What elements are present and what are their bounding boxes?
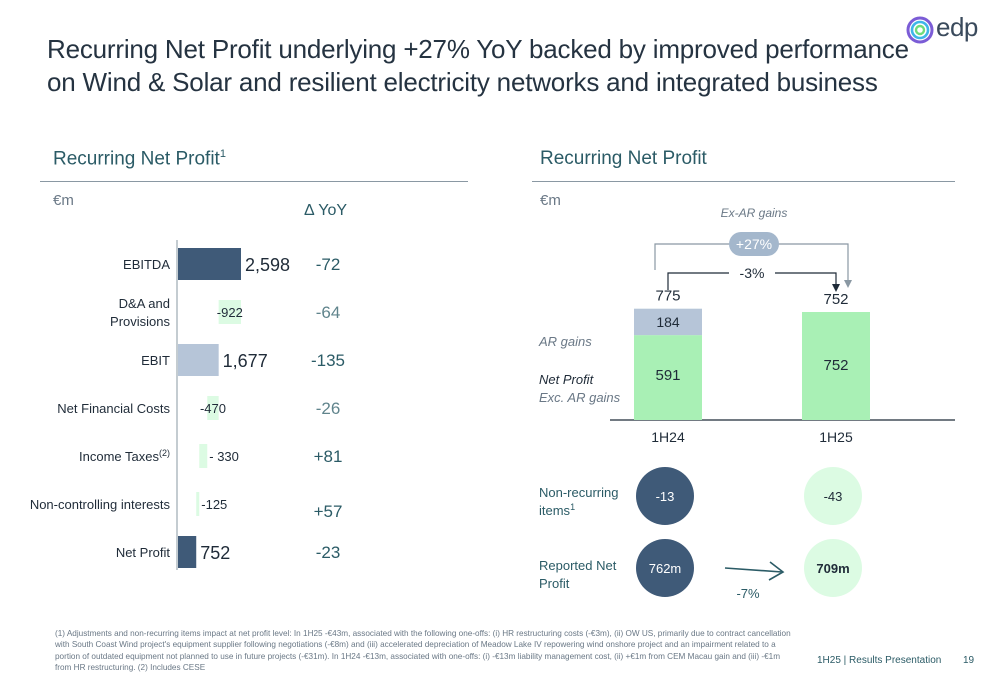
- nonrec-label-line-2: items1: [539, 502, 575, 518]
- growth-badge: +27%: [736, 236, 772, 252]
- waterfall-category-label: Income Taxes(2): [79, 448, 170, 464]
- waterfall-category-label: EBIT: [141, 353, 170, 368]
- reported-arrow: [724, 561, 785, 581]
- yoy-value: -26: [316, 399, 341, 418]
- reported-value: 762m: [649, 561, 682, 576]
- left-panel-title-sup: 1: [219, 148, 226, 160]
- non-recurring-circle: [636, 467, 694, 525]
- waterfall-value-label: -922: [217, 305, 243, 320]
- legend-net-profit-line-2: Exc. AR gains: [539, 390, 621, 405]
- waterfall-category-label: Net Profit: [116, 545, 171, 560]
- waterfall-chart: EBITDA 2,598 -72 D&A and Provisions -922 -64 EB…: [30, 240, 345, 570]
- stacked-bar-total: 752: [823, 291, 848, 308]
- change-label: -3%: [740, 265, 765, 281]
- left-panel-title: Recurring Net Profit1: [53, 148, 226, 170]
- reported-label-line-1: Reported Net: [539, 558, 617, 573]
- stacked-bar-net-profit: [802, 312, 870, 420]
- waterfall-bar: [178, 536, 197, 568]
- left-panel-unit: €m: [53, 192, 74, 209]
- stacked-bar-total: 775: [655, 288, 680, 305]
- legend-net-profit-line-1: Net Profit: [539, 372, 595, 387]
- page-title: Recurring Net Profit underlying +27% YoY…: [47, 33, 947, 99]
- waterfall-value-label: 752: [200, 543, 230, 563]
- yoy-value: +57: [314, 502, 343, 521]
- left-panel-rule: [40, 181, 468, 182]
- waterfall-category-label: D&A and: [119, 296, 170, 311]
- waterfall-bar: [178, 248, 241, 280]
- yoy-value: +81: [314, 447, 343, 466]
- left-panel-title-text: Recurring Net Profit: [53, 148, 220, 170]
- stacked-category-label: 1H25: [819, 429, 853, 445]
- reported-change: -7%: [736, 586, 760, 601]
- waterfall-category-label: Net Financial Costs: [57, 401, 170, 416]
- reported-circle: [636, 539, 694, 597]
- edp-logo-icon: [906, 16, 934, 44]
- nonrec-label-text: items: [539, 503, 571, 518]
- nonrec-label-sup: 1: [570, 502, 575, 512]
- waterfall-bar: [199, 444, 208, 468]
- page-title-line-1: Recurring Net Profit underlying +27% YoY…: [47, 34, 909, 64]
- stacked-chart: Ex-AR gains +27% -3% AR gains Net Profit…: [538, 206, 955, 601]
- waterfall-bar: [218, 300, 241, 324]
- change-label-bg: [729, 264, 775, 282]
- legend-ar-gains: AR gains: [538, 334, 592, 349]
- reported-circle: [804, 539, 862, 597]
- waterfall-value-label: 1,677: [223, 351, 268, 371]
- yoy-value: -72: [316, 255, 341, 274]
- change-arrow-head: [832, 284, 840, 292]
- stacked-bar-ar-gains: [634, 308, 702, 336]
- reported-value: 709m: [816, 561, 849, 576]
- stacked-bar-ar-gains-value: 184: [656, 314, 680, 330]
- waterfall-category-label: Non-controlling interests: [30, 497, 171, 512]
- right-panel-unit: €m: [540, 192, 561, 209]
- nonrec-label-line-1: Non-recurring: [539, 485, 618, 500]
- footer-label: 1H25 | Results Presentation: [817, 655, 942, 666]
- stacked-bar-net-profit-value: 591: [655, 367, 680, 384]
- yoy-value: -23: [316, 543, 341, 562]
- waterfall-bar: [207, 396, 219, 420]
- stacked-bar-net-profit-value: 752: [823, 357, 848, 374]
- right-panel-rule: [532, 181, 955, 182]
- waterfall-value-label: - 330: [209, 449, 239, 464]
- footnote: (1) Adjustments and non-recurring items …: [55, 629, 791, 673]
- non-recurring-circle: [804, 467, 862, 525]
- stacked-category-label: 1H24: [651, 429, 685, 445]
- stacked-bar-net-profit: [634, 335, 702, 420]
- yoy-value: -64: [316, 303, 341, 322]
- growth-arrow-head: [844, 280, 852, 288]
- page-title-line-2: on Wind & Solar and resilient electricit…: [47, 67, 878, 97]
- growth-badge-bg: [729, 232, 779, 256]
- non-recurring-value: -43: [824, 489, 843, 504]
- waterfall-value-label: 2,598: [245, 255, 290, 275]
- yoy-header: Δ YoY: [304, 202, 348, 219]
- non-recurring-value: -13: [656, 489, 675, 504]
- waterfall-bar: [196, 492, 200, 516]
- ex-ar-gains-label: Ex-AR gains: [721, 206, 788, 220]
- right-panel-title: Recurring Net Profit: [540, 148, 707, 169]
- waterfall-bar: [178, 344, 219, 376]
- reported-label-line-2: Profit: [539, 576, 570, 591]
- yoy-value: -135: [311, 351, 345, 370]
- logo-text: edp: [936, 12, 978, 42]
- page-number: 19: [963, 655, 975, 666]
- waterfall-value-label: -125: [201, 497, 227, 512]
- waterfall-category-label: EBITDA: [123, 257, 170, 272]
- waterfall-value-label: -470: [200, 401, 226, 416]
- waterfall-category-label: Provisions: [110, 314, 170, 329]
